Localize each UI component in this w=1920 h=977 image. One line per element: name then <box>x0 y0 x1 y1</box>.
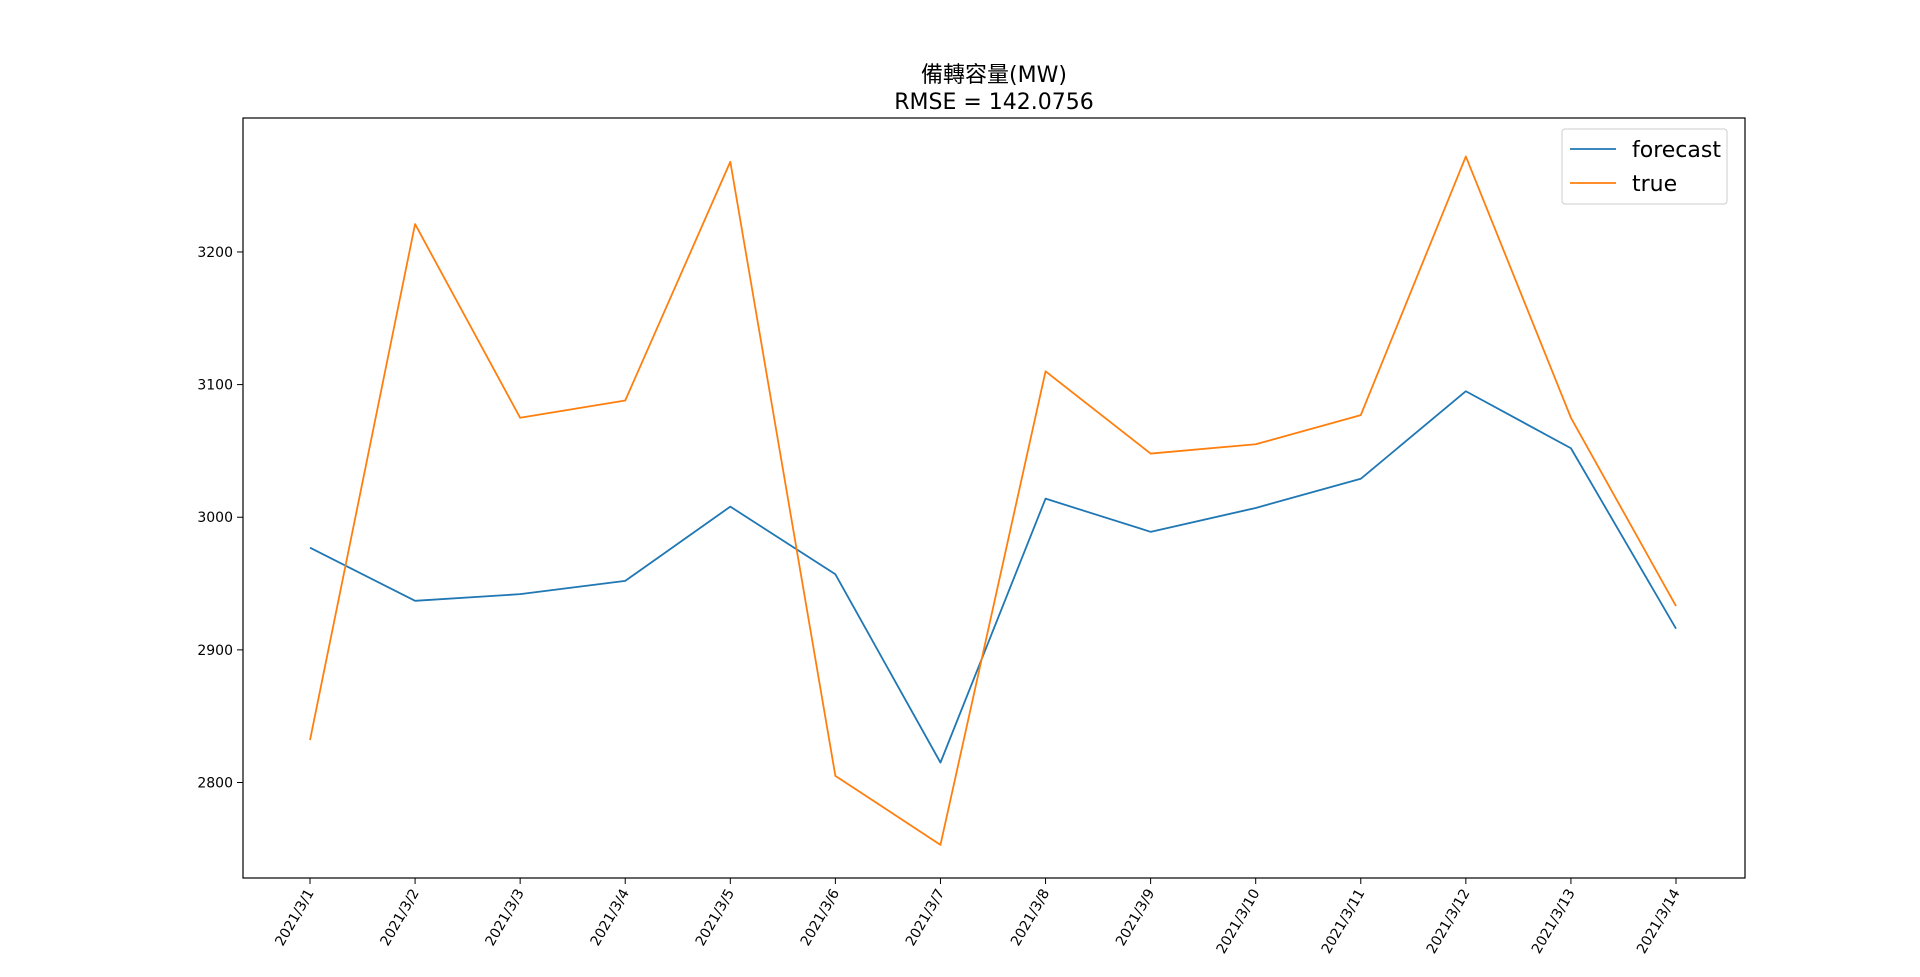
legend-label-true: true <box>1632 172 1677 197</box>
x-tick-label: 2021/3/9 <box>1113 886 1158 948</box>
x-tick-label: 2021/3/10 <box>1214 886 1264 956</box>
y-tick-label: 2900 <box>197 643 233 659</box>
x-tick-label: 2021/3/11 <box>1319 886 1369 956</box>
y-tick-label: 3100 <box>197 378 233 394</box>
plot-area: 2800 2900 3000 3100 3200 2021/3/1 2021/3/2 2021… <box>197 155 1684 957</box>
x-tick-label: 2021/3/5 <box>693 886 738 948</box>
y-tick-label: 3200 <box>197 245 233 261</box>
x-tick-label: 2021/3/4 <box>588 886 633 949</box>
y-tick-label: 3000 <box>197 510 233 526</box>
x-tick-label: 2021/3/3 <box>483 886 528 948</box>
x-tick-label: 2021/3/6 <box>798 886 843 949</box>
x-tick-label: 2021/3/2 <box>377 886 422 948</box>
legend: forecast true <box>1561 128 1728 205</box>
x-tick-label: 2021/3/13 <box>1529 886 1579 956</box>
series-line-true <box>309 155 1677 846</box>
x-tick-label: 2021/3/14 <box>1634 886 1684 956</box>
legend-box <box>1561 128 1728 205</box>
legend-label-forecast: forecast <box>1632 138 1721 163</box>
chart-subtitle: RMSE = 142.0756 <box>894 90 1094 115</box>
series-line-forecast <box>309 390 1677 764</box>
x-tick-label: 2021/3/1 <box>272 886 317 948</box>
x-tick-label: 2021/3/12 <box>1424 886 1474 956</box>
chart-title: 備轉容量(MW) <box>921 63 1067 88</box>
plot-frame <box>242 117 1746 879</box>
x-tick-label: 2021/3/8 <box>1008 886 1053 948</box>
y-tick-label: 2800 <box>197 776 233 792</box>
x-tick-label: 2021/3/7 <box>903 886 948 948</box>
